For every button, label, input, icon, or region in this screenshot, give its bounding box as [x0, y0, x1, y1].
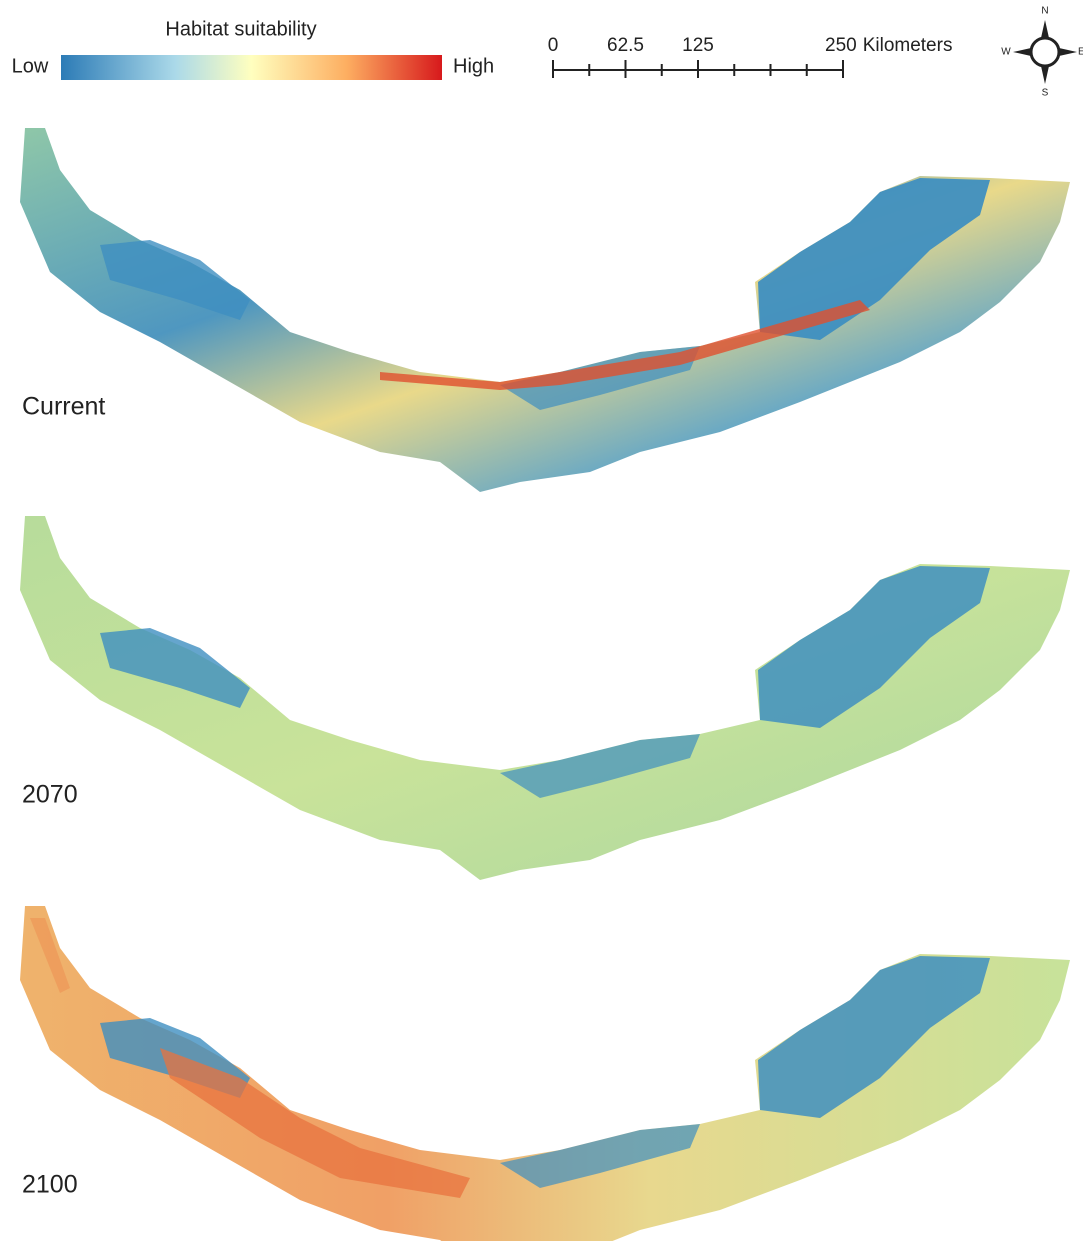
- panel-label: 2100: [22, 1171, 78, 1199]
- compass-e: E: [1078, 47, 1083, 58]
- scale-label: 0: [548, 35, 559, 56]
- compass: N S W E: [1001, 6, 1083, 99]
- legend-high: High: [453, 55, 494, 77]
- scale-label: 250: [825, 35, 857, 56]
- maps: Current 2070 2100: [20, 128, 1070, 1241]
- compass-n: N: [1041, 6, 1048, 17]
- figure: Habitat suitability Low High N S W E 0 62…: [0, 0, 1083, 1241]
- map-panel: 2100: [20, 906, 1070, 1241]
- legend-low: Low: [12, 55, 49, 77]
- page: {"legend": {"title": "Habitat suitabilit…: [0, 0, 1083, 1241]
- scale-bar: 0 62.5 125 250 Kilometers: [548, 35, 953, 78]
- scale-label: 62.5: [607, 35, 644, 56]
- scale-label: 125: [682, 35, 714, 56]
- map-panel: 2070: [20, 516, 1070, 880]
- scale-unit: Kilometers: [863, 35, 953, 56]
- panel-label: 2070: [22, 781, 78, 809]
- compass-s: S: [1042, 88, 1049, 99]
- legend-title: Habitat suitability: [165, 18, 316, 40]
- color-bar: [61, 55, 442, 80]
- panel-label: Current: [22, 393, 105, 421]
- compass-w: W: [1001, 47, 1011, 58]
- map-panel: Current: [20, 128, 1070, 492]
